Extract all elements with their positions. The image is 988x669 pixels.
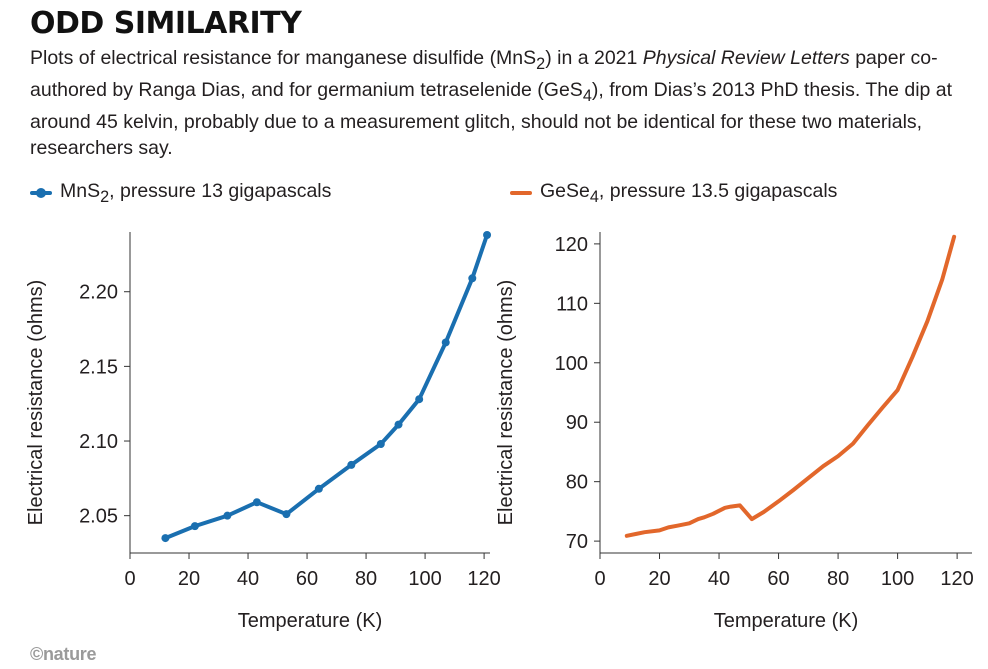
mns2-data-point bbox=[314, 484, 323, 493]
gese4-y-tick-label: 110 bbox=[556, 293, 588, 315]
mns2-data-point bbox=[190, 522, 199, 531]
gese4-y-axis-label: Electrical resistance (ohms) bbox=[495, 280, 517, 526]
mns2-y-tick-label: 2.15 bbox=[79, 356, 118, 378]
mns2-series-line bbox=[163, 233, 489, 541]
mns2-data-point bbox=[282, 510, 291, 519]
mns2-data-point bbox=[376, 440, 385, 449]
gese4-y-tick-label: 80 bbox=[566, 472, 588, 494]
gese4-x-tick-label: 120 bbox=[940, 568, 973, 590]
mns2-x-tick-label: 100 bbox=[408, 568, 441, 590]
gese4-y-tick-label: 100 bbox=[555, 353, 588, 375]
mns2-data-point bbox=[161, 534, 170, 543]
legend-label-mns2: MnS2, pressure 13 gigapascals bbox=[60, 180, 332, 206]
mns2-x-tick-label: 0 bbox=[124, 568, 135, 590]
gese4-x-tick-label: 0 bbox=[594, 568, 605, 590]
legend-item-gese4: GeSe4, pressure 13.5 gigapascals bbox=[510, 180, 837, 207]
gese4-y-tick-label: 90 bbox=[566, 412, 588, 434]
mns2-x-tick-label: 120 bbox=[467, 568, 500, 590]
legend-line-marker-icon bbox=[30, 188, 52, 199]
gese4-x-tick-label: 80 bbox=[827, 568, 849, 590]
mns2-data-point bbox=[394, 420, 403, 429]
mns2-data-point bbox=[483, 230, 492, 239]
gese4-series-line bbox=[624, 234, 957, 538]
gese4-y-tick-label: 120 bbox=[555, 234, 588, 256]
mns2-data-point bbox=[441, 338, 450, 347]
legend-item-mns2: MnS2, pressure 13 gigapascals bbox=[30, 180, 331, 207]
gese4-y-tick-label: 70 bbox=[566, 531, 588, 553]
gese4-x-tick-label: 20 bbox=[648, 568, 670, 590]
legend-line-icon bbox=[510, 191, 532, 196]
mns2-x-tick-label: 40 bbox=[237, 568, 259, 590]
mns2-y-tick-label: 2.10 bbox=[79, 431, 118, 453]
mns2-y-tick-label: 2.05 bbox=[79, 506, 118, 528]
mns2-x-tick-label: 60 bbox=[296, 568, 318, 590]
mns2-data-point bbox=[347, 460, 356, 469]
gese4-x-axis-label: Temperature (K) bbox=[714, 610, 859, 632]
gese4-x-tick-label: 40 bbox=[708, 568, 730, 590]
legend-label-gese4: GeSe4, pressure 13.5 gigapascals bbox=[540, 180, 838, 206]
mns2-x-tick-label: 80 bbox=[355, 568, 377, 590]
chart-description: Plots of electrical resistance for manga… bbox=[30, 47, 953, 159]
mns2-x-tick-label: 20 bbox=[178, 568, 200, 590]
nature-logo: ©nature bbox=[30, 644, 97, 664]
gese4-x-tick-label: 60 bbox=[767, 568, 789, 590]
mns2-data-point bbox=[415, 395, 424, 404]
mns2-y-axis-label: Electrical resistance (ohms) bbox=[25, 280, 47, 526]
mns2-x-axis-label: Temperature (K) bbox=[238, 610, 383, 632]
mns2-data-point bbox=[223, 511, 232, 520]
mns2-data-point bbox=[252, 498, 261, 507]
mns2-y-tick-label: 2.20 bbox=[79, 282, 118, 304]
chart-title: ODD SIMILARITY bbox=[30, 6, 302, 41]
mns2-data-point bbox=[468, 274, 477, 283]
gese4-x-tick-label: 100 bbox=[881, 568, 914, 590]
